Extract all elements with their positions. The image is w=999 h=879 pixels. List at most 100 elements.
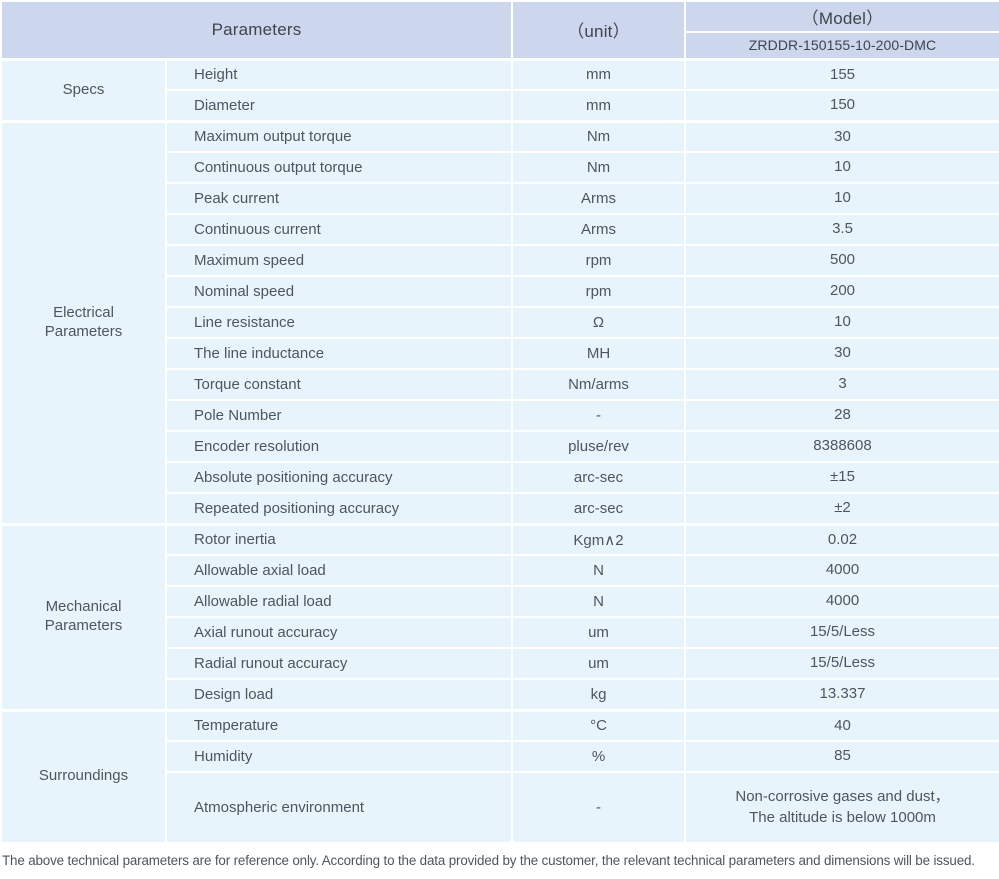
unit-cell: Kgm∧2 [511, 522, 686, 556]
unit-cell: - [511, 399, 686, 432]
value-cell: 15/5/Less [684, 647, 999, 680]
table-row: Diameter mm 150 [1, 89, 999, 122]
unit-cell: Nm/arms [511, 368, 686, 401]
table-row: Surroundings Temperature °C 40 [0, 708, 999, 844]
value-cell: 500 [684, 244, 999, 277]
unit-cell: arc-sec [511, 492, 686, 525]
parameter-name-cell: Allowable axial load [165, 554, 513, 587]
value-cell: 155 [684, 57, 999, 91]
parameter-name-cell: Nominal speed [165, 275, 513, 308]
table-row: Electrical Parameters Maximum output torq… [0, 119, 999, 525]
unit-cell: pluse/rev [511, 430, 686, 463]
unit-cell: arc-sec [511, 461, 686, 494]
value-cell: 13.337 [684, 678, 999, 711]
parameter-name-cell: Axial runout accuracy [165, 616, 513, 649]
table-row: Axial runout accuracy um 15/5/Less [1, 616, 999, 649]
header-row-2: ZRDDR-150155-10-200-DMC [1, 31, 999, 61]
section-label: Specs [0, 57, 167, 122]
table-row: Encoder resolution pluse/rev 8388608 [1, 430, 999, 463]
footnote: The above technical parameters are for r… [2, 853, 975, 868]
parameter-name-cell: Absolute positioning accuracy [165, 461, 513, 494]
value-cell: 150 [684, 89, 999, 122]
column-header-model: （Model） [684, 0, 999, 33]
parameter-name-cell: Height [165, 57, 513, 91]
parameter-name-cell: The line inductance [165, 337, 513, 370]
value-cell: 3 [684, 368, 999, 401]
unit-cell: mm [511, 89, 686, 122]
table-row: Absolute positioning accuracy arc-sec ±15 [1, 461, 999, 494]
table-row: Continuous output torque Nm 10 [1, 151, 999, 184]
unit-cell: kg [511, 678, 686, 711]
unit-cell: Nm [511, 151, 686, 184]
value-cell: 10 [684, 182, 999, 215]
table-row: Humidity% 85 [1, 740, 999, 773]
parameter-name-cell: Torque constant [165, 368, 513, 401]
unit-cell: rpm [511, 244, 686, 277]
value-cell: 4000 [684, 554, 999, 587]
value-cell: 30 [684, 337, 999, 370]
section-label: Surroundings [0, 708, 167, 844]
model-number: ZRDDR-150155-10-200-DMC [684, 31, 999, 61]
value-cell: 200 [684, 275, 999, 308]
spec-table: Parameters （unit） （Model） ZRDDR-150155-1… [0, 0, 999, 844]
unit-cell: Ω [511, 306, 686, 339]
value-cell: ±15 [684, 461, 999, 494]
parameter-name-cell: Atmospheric environment [165, 771, 513, 844]
parameter-name-cell: Design load [165, 678, 513, 711]
parameter-name-cell: Encoder resolution [165, 430, 513, 463]
section-label: Mechanical Parameters [0, 522, 167, 711]
parameter-name-cell: Allowable radial load [165, 585, 513, 618]
unit-cell: - [511, 771, 686, 844]
table-row: Mechanical Parameters Rotor inertia Kgm∧2 0… [0, 522, 999, 711]
unit-cell: Arms [511, 182, 686, 215]
parameter-name-cell: Peak current [165, 182, 513, 215]
table-row: Continuous current Arms 3.5 [1, 213, 999, 246]
table-row: Torque constant Nm/arms 3 [1, 368, 999, 401]
table-row: Maximum speed rpm 500 [1, 244, 999, 277]
parameter-name-cell: Continuous current [165, 213, 513, 246]
value-cell: 40 [684, 708, 999, 742]
unit-cell: rpm [511, 275, 686, 308]
table-row: Radial runout accuracy um 15/5/Less [1, 647, 999, 680]
value-cell: 15/5/Less [684, 616, 999, 649]
table-row: Atmospheric environment - Non-corrosive ga… [1, 771, 999, 844]
parameter-name-cell: Repeated positioning accuracy [165, 492, 513, 525]
unit-cell: MH [511, 337, 686, 370]
table-row: Repeated positioning accuracy arc-sec ±2 [1, 492, 999, 525]
parameter-name-cell: Temperature [165, 708, 513, 742]
value-cell: 85 [684, 740, 999, 773]
value-cell: 10 [684, 151, 999, 184]
unit-cell: °C [511, 708, 686, 742]
parameter-name-cell: Line resistance [165, 306, 513, 339]
table-row: Line resistance Ω 10 [1, 306, 999, 339]
table-row: Allowable axial load N 4000 [1, 554, 999, 587]
parameter-name-cell: Radial runout accuracy [165, 647, 513, 680]
table-row: Specs Height mm 155 [0, 57, 999, 122]
unit-cell: mm [511, 57, 686, 91]
parameter-name-cell: Rotor inertia [165, 522, 513, 556]
parameter-name-cell: Humidity [165, 740, 513, 773]
parameter-name-cell: Pole Number [165, 399, 513, 432]
parameter-name-cell: Maximum output torque [165, 119, 513, 153]
table-header: Parameters （unit） （Model） ZRDDR-150155-1… [0, 0, 999, 61]
table-row: Pole Number -28 [1, 399, 999, 432]
table-body: Specs Height mm 155 Diameter mm 150 Electrical … [0, 57, 999, 844]
value-cell: 28 [684, 399, 999, 432]
table-row: Nominal speed rpm 200 [1, 275, 999, 308]
value-cell: 10 [684, 306, 999, 339]
parameter-name-cell: Diameter [165, 89, 513, 122]
table-row: Allowable radial load N 4000 [1, 585, 999, 618]
section-label: Electrical Parameters [0, 119, 167, 525]
unit-cell: N [511, 554, 686, 587]
parameter-name-cell: Continuous output torque [165, 151, 513, 184]
header-row-1: Parameters （unit） （Model） [0, 0, 999, 60]
value-cell: ±2 [684, 492, 999, 525]
value-cell: 8388608 [684, 430, 999, 463]
column-header-parameters: Parameters [0, 0, 513, 60]
unit-cell: N [511, 585, 686, 618]
unit-cell: Nm [511, 119, 686, 153]
unit-cell: um [511, 616, 686, 649]
value-cell: 4000 [684, 585, 999, 618]
value-cell: 0.02 [684, 522, 999, 556]
